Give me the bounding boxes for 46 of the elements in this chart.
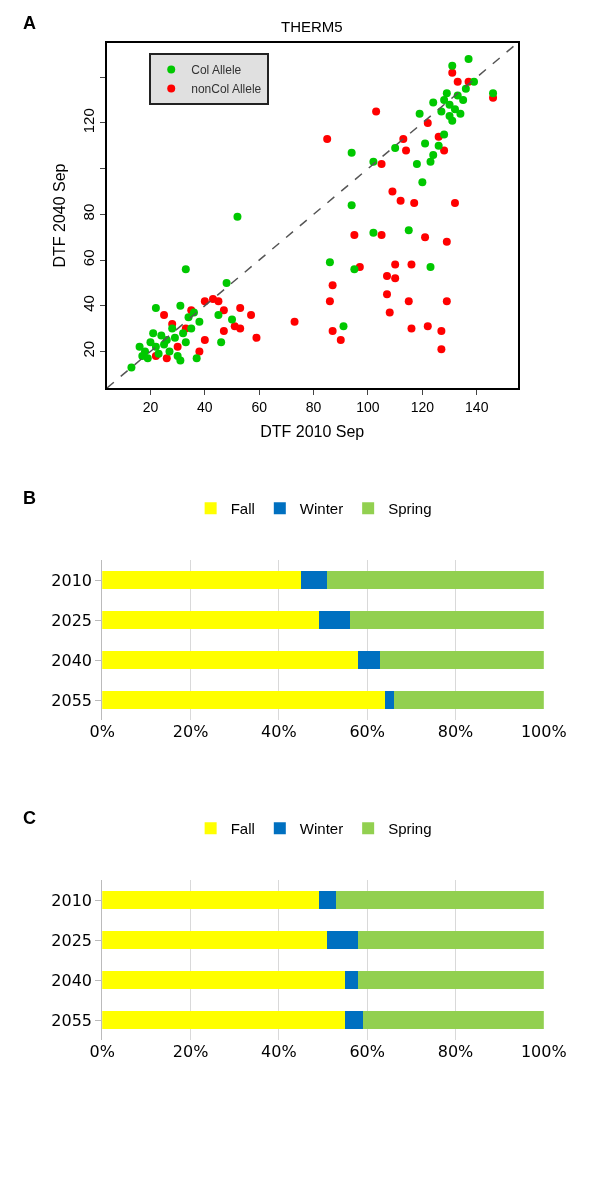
y-tick-label: 120 bbox=[79, 108, 97, 134]
x-tick-label: 0% bbox=[89, 722, 115, 741]
x-tick-label: 80% bbox=[437, 722, 474, 741]
x-tick-label: 20% bbox=[172, 1042, 209, 1061]
y-tick-label: 2040 bbox=[51, 650, 93, 670]
x-tick-label: 80 bbox=[305, 398, 322, 415]
x-tick-label: 60 bbox=[251, 398, 268, 415]
y-tick-label: 20 bbox=[79, 340, 97, 358]
text: B bbox=[23, 488, 36, 508]
text: A bbox=[23, 13, 36, 33]
y-tick-label: 40 bbox=[79, 295, 97, 312]
y-tick-label: 60 bbox=[79, 249, 97, 267]
legend-label: Winter bbox=[299, 820, 344, 838]
legend-label: Spring bbox=[388, 820, 432, 838]
chart-title: THERM5 bbox=[281, 18, 343, 35]
y-tick-label: 2055 bbox=[51, 1010, 93, 1030]
x-tick-label: 120 bbox=[410, 398, 435, 415]
x-tick-label: 80% bbox=[437, 1042, 474, 1061]
x-tick-label: 0% bbox=[89, 1042, 115, 1061]
x-tick-label: 100 bbox=[356, 398, 380, 415]
x-tick-label: 20% bbox=[172, 722, 209, 741]
x-tick-label: 40 bbox=[197, 398, 213, 415]
x-tick-label: 140 bbox=[465, 398, 489, 415]
legend-label: Col Allele bbox=[191, 63, 242, 78]
y-tick-label: 80 bbox=[79, 203, 97, 221]
x-tick-label: 100% bbox=[520, 1042, 567, 1061]
text: C bbox=[23, 808, 36, 828]
x-tick-label: 40% bbox=[261, 722, 297, 741]
legend-label: nonCol Allele bbox=[191, 82, 262, 97]
x-tick-label: 60% bbox=[349, 722, 385, 741]
x-tick-label: 60% bbox=[349, 1042, 385, 1061]
y-axis-title: DTF 2040 Sep bbox=[51, 163, 69, 268]
legend-label: Fall bbox=[230, 820, 255, 838]
y-tick-label: 2010 bbox=[51, 890, 93, 910]
y-tick-label: 2010 bbox=[51, 570, 93, 590]
legend-label: Fall bbox=[230, 500, 255, 518]
x-tick-label: 40% bbox=[261, 1042, 297, 1061]
y-tick-label: 2025 bbox=[51, 930, 93, 950]
y-tick-label: 2055 bbox=[51, 690, 93, 710]
legend-label: Spring bbox=[388, 500, 432, 518]
x-tick-label: 100% bbox=[520, 722, 567, 741]
y-tick-label: 2040 bbox=[51, 970, 93, 990]
x-tick-label: 20 bbox=[142, 398, 159, 415]
legend-label: Winter bbox=[299, 500, 344, 518]
y-tick-label: 2025 bbox=[51, 610, 93, 630]
x-axis-title: DTF 2010 Sep bbox=[260, 423, 365, 440]
